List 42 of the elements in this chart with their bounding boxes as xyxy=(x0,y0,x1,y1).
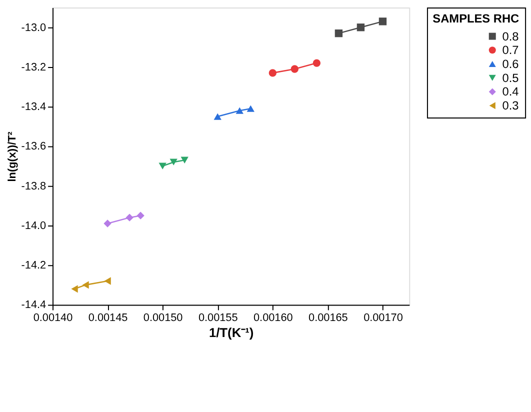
point xyxy=(136,212,144,220)
legend-label: 0.4 xyxy=(502,84,520,99)
legend-label: 0.7 xyxy=(502,43,519,58)
x-tick-label: 0.00160 xyxy=(253,312,293,324)
x-tick-label: 0.00150 xyxy=(143,312,183,324)
legend-label: 0.5 xyxy=(502,70,520,85)
y-tick-label: -13.2 xyxy=(21,61,46,74)
point xyxy=(71,285,78,293)
point xyxy=(82,281,89,289)
point xyxy=(290,65,299,73)
point xyxy=(158,162,166,170)
x-tick-label: 0.00165 xyxy=(308,312,348,324)
point xyxy=(104,277,111,285)
y-tick-label: -14.2 xyxy=(21,260,46,272)
point xyxy=(378,18,387,26)
x-tick-label: 0.00140 xyxy=(33,312,73,324)
point xyxy=(214,113,222,120)
point xyxy=(246,105,254,112)
x-tick-label: 0.00155 xyxy=(198,312,238,324)
point xyxy=(126,214,134,222)
point xyxy=(180,156,188,164)
x-tick-label: 0.00170 xyxy=(364,312,403,324)
legend-title: SAMPLES RHC xyxy=(432,11,520,26)
point xyxy=(104,220,112,228)
y-axis-title: ln(g(x))/T² xyxy=(6,131,18,182)
legend-label: 0.3 xyxy=(502,98,520,113)
point xyxy=(334,29,343,38)
x-axis-title: 1/T(K⁻¹) xyxy=(208,324,254,340)
y-tick-label: -13.6 xyxy=(21,140,46,153)
point xyxy=(356,24,365,32)
y-tick-label: -13.0 xyxy=(21,22,46,34)
y-tick-label: -14.0 xyxy=(21,220,46,232)
legend-label: 0.6 xyxy=(502,56,520,71)
y-tick-label: -14.4 xyxy=(21,299,46,312)
legend-label: 0.8 xyxy=(502,29,520,44)
point xyxy=(236,107,244,114)
point xyxy=(170,158,178,166)
x-tick-label: 0.00145 xyxy=(88,312,128,324)
y-tick-label: -13.4 xyxy=(21,101,46,114)
y-tick-label: -13.8 xyxy=(21,180,46,192)
point xyxy=(312,59,321,67)
point xyxy=(268,69,276,77)
